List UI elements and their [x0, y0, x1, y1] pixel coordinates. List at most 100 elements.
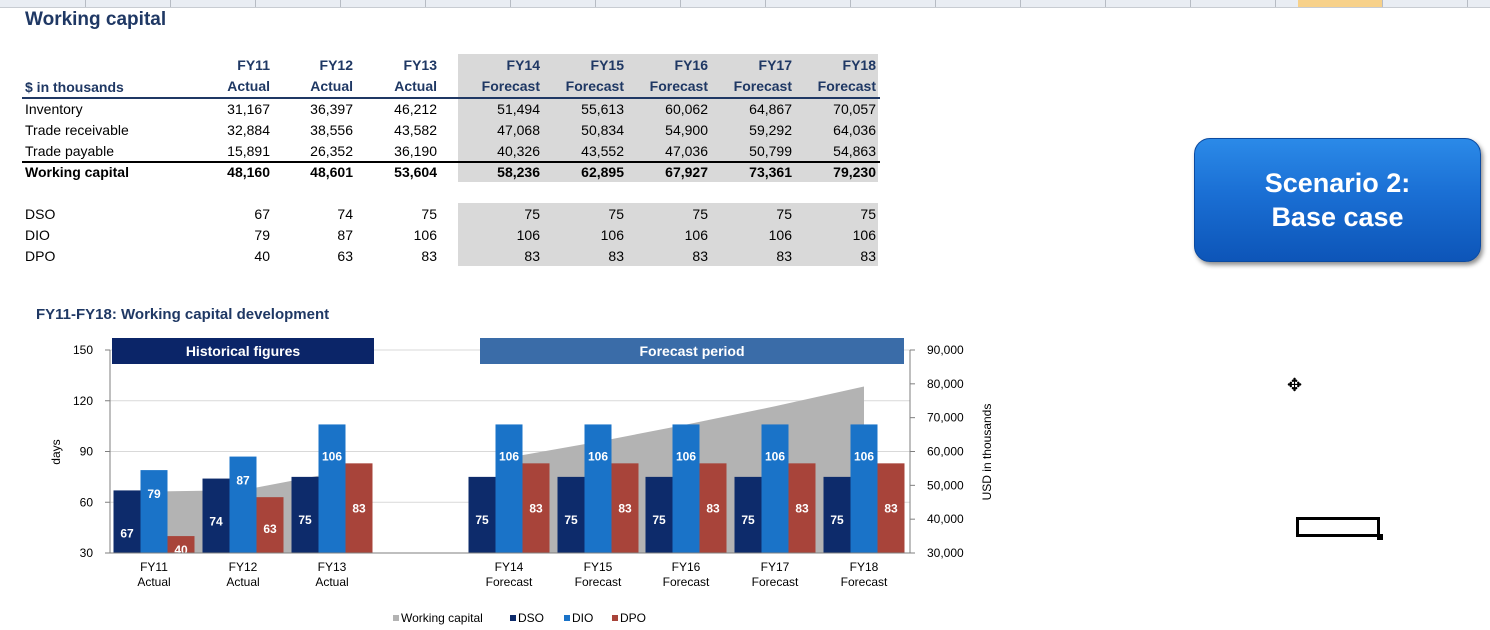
ratio-label[interactable]: DPO	[25, 248, 56, 264]
ratio-value[interactable]: 83	[524, 248, 540, 264]
row-value[interactable]: 47,036	[665, 143, 708, 159]
header-kind[interactable]: Forecast	[481, 78, 540, 94]
row-value[interactable]: 36,190	[394, 143, 437, 159]
bar-dio	[850, 424, 878, 553]
ratio-value[interactable]: 106	[600, 227, 624, 243]
bar-dio	[140, 470, 168, 553]
row-value[interactable]: 48,601	[310, 164, 353, 180]
ratio-value[interactable]: 75	[421, 206, 437, 222]
header-year[interactable]: FY13	[403, 57, 437, 73]
units-label[interactable]: $ in thousands	[25, 79, 124, 95]
header-year[interactable]: FY15	[590, 57, 624, 73]
row-value[interactable]: 48,160	[227, 164, 270, 180]
row-value[interactable]: 58,236	[497, 164, 540, 180]
row-value[interactable]: 73,361	[749, 164, 792, 180]
bar-dpo	[256, 497, 284, 553]
ratio-label[interactable]: DIO	[25, 227, 50, 243]
row-value[interactable]: 54,900	[665, 122, 708, 138]
ratio-value[interactable]: 83	[608, 248, 624, 264]
row-label[interactable]: Working capital	[25, 164, 129, 180]
row-value[interactable]: 62,895	[581, 164, 624, 180]
column-divider	[340, 0, 341, 7]
row-value[interactable]: 38,556	[310, 122, 353, 138]
ratio-value[interactable]: 63	[337, 248, 353, 264]
ratio-value[interactable]: 106	[768, 227, 792, 243]
ratio-value[interactable]: 75	[608, 206, 624, 222]
row-value[interactable]: 26,352	[310, 143, 353, 159]
working-capital-chart[interactable]: Historical figures Forecast period 67 74 75 7…	[0, 330, 1000, 630]
row-value[interactable]: 32,884	[227, 122, 270, 138]
header-kind[interactable]: Actual	[394, 78, 437, 94]
row-value[interactable]: 47,068	[497, 122, 540, 138]
right-tick-label: 40,000	[927, 512, 964, 526]
data-label-dio: 79	[147, 487, 161, 501]
data-label-dso: 75	[652, 513, 666, 527]
ratio-value[interactable]: 83	[860, 248, 876, 264]
header-kind[interactable]: Actual	[310, 78, 353, 94]
header-year[interactable]: FY14	[506, 57, 540, 73]
ratio-value[interactable]: 83	[421, 248, 437, 264]
selected-column-header[interactable]	[1298, 0, 1382, 7]
header-kind[interactable]: Actual	[227, 78, 270, 94]
ratio-value[interactable]: 75	[860, 206, 876, 222]
fill-handle[interactable]	[1377, 534, 1383, 540]
row-value[interactable]: 79,230	[833, 164, 876, 180]
ratio-value[interactable]: 83	[776, 248, 792, 264]
ratio-value[interactable]: 75	[776, 206, 792, 222]
row-value[interactable]: 43,582	[394, 122, 437, 138]
row-label[interactable]: Inventory	[25, 101, 83, 117]
header-kind[interactable]: Forecast	[649, 78, 708, 94]
header-kind[interactable]: Forecast	[565, 78, 624, 94]
ratio-value[interactable]: 74	[337, 206, 353, 222]
scenario-button[interactable]: Scenario 2: Base case	[1194, 138, 1481, 262]
selected-cell[interactable]	[1296, 517, 1383, 540]
ratio-value[interactable]: 79	[254, 227, 270, 243]
ratio-value[interactable]: 87	[337, 227, 353, 243]
bar-dio	[495, 424, 523, 553]
ratio-value[interactable]: 83	[692, 248, 708, 264]
row-value[interactable]: 55,613	[581, 101, 624, 117]
ratio-value[interactable]: 106	[852, 227, 876, 243]
bar-dpo	[522, 463, 550, 553]
row-value[interactable]: 70,057	[833, 101, 876, 117]
ratio-value[interactable]: 75	[692, 206, 708, 222]
row-value[interactable]: 53,604	[394, 164, 437, 180]
column-divider	[680, 0, 681, 7]
y-axis-label: days	[49, 439, 63, 464]
header-year[interactable]: FY16	[674, 57, 708, 73]
bar-dpo	[611, 463, 639, 553]
row-value[interactable]: 36,397	[310, 101, 353, 117]
row-value[interactable]: 64,036	[833, 122, 876, 138]
row-value[interactable]: 43,552	[581, 143, 624, 159]
header-year[interactable]: FY12	[319, 57, 353, 73]
bar-dso	[734, 476, 762, 553]
header-year[interactable]: FY11	[237, 57, 270, 73]
data-label-dso: 74	[209, 515, 223, 529]
ratio-value[interactable]: 67	[254, 206, 270, 222]
ratio-value[interactable]: 106	[684, 227, 708, 243]
header-kind[interactable]: Forecast	[817, 78, 876, 94]
row-value[interactable]: 51,494	[497, 101, 540, 117]
ratio-label[interactable]: DSO	[25, 206, 56, 222]
row-label[interactable]: Trade receivable	[25, 122, 129, 138]
cursor-crosshair-icon: ✥	[1287, 375, 1303, 395]
row-value[interactable]: 67,927	[665, 164, 708, 180]
row-value[interactable]: 46,212	[394, 101, 437, 117]
header-year[interactable]: FY18	[842, 57, 876, 73]
row-value[interactable]: 54,863	[833, 143, 876, 159]
row-value[interactable]: 31,167	[227, 101, 270, 117]
row-label[interactable]: Trade payable	[25, 143, 114, 159]
row-value[interactable]: 40,326	[497, 143, 540, 159]
ratio-value[interactable]: 106	[516, 227, 540, 243]
ratio-value[interactable]: 106	[413, 227, 437, 243]
row-value[interactable]: 64,867	[749, 101, 792, 117]
row-value[interactable]: 15,891	[227, 143, 270, 159]
header-kind[interactable]: Forecast	[733, 78, 792, 94]
row-value[interactable]: 59,292	[749, 122, 792, 138]
header-year[interactable]: FY17	[758, 57, 792, 73]
row-value[interactable]: 60,062	[665, 101, 708, 117]
ratio-value[interactable]: 75	[524, 206, 540, 222]
ratio-value[interactable]: 40	[254, 248, 270, 264]
row-value[interactable]: 50,834	[581, 122, 624, 138]
row-value[interactable]: 50,799	[749, 143, 792, 159]
